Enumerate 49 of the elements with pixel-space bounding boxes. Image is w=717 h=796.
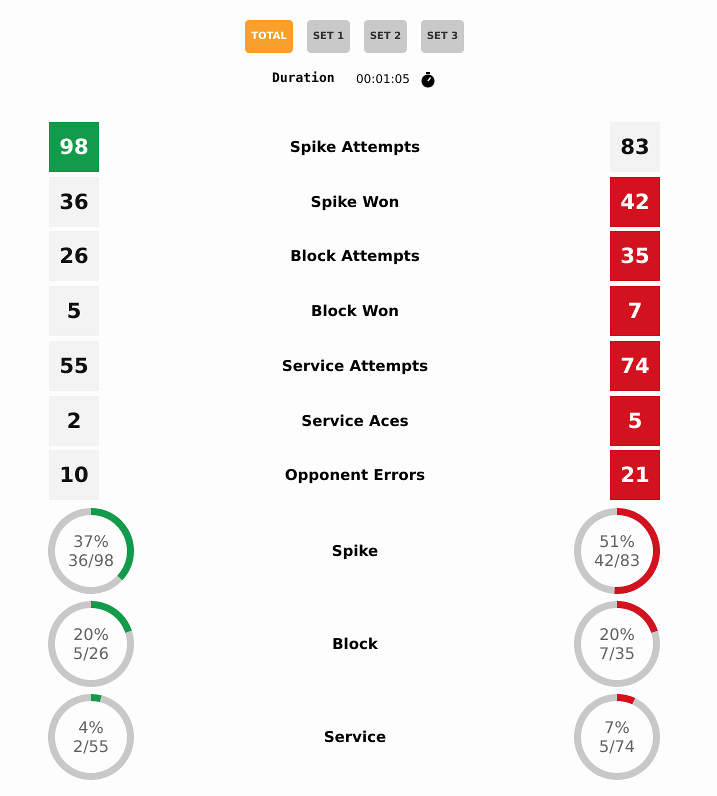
data-label: 5: [49, 286, 99, 336]
donut-slice: [91, 694, 102, 702]
text: 7%: [604, 718, 630, 737]
text: 20%: [599, 625, 635, 644]
donut-slice: [48, 508, 122, 594]
data-label: 2: [49, 396, 99, 446]
text: 42/83: [594, 551, 640, 570]
text: 37%: [73, 532, 109, 551]
text: 51%: [599, 532, 635, 551]
category-label: Spike Won: [310, 192, 400, 213]
donut-slice: [574, 694, 660, 780]
text: TOTAL: [245, 20, 293, 53]
data-label: 21: [610, 450, 660, 500]
data-label: 74: [610, 340, 660, 391]
text: 2/55: [73, 737, 109, 756]
category-label: Block Won: [310, 301, 400, 322]
category-label: Spike Attempts: [288, 137, 422, 158]
category-label: Block Attempts: [289, 246, 421, 268]
text: 20%: [73, 625, 109, 644]
text: 7/35: [599, 644, 635, 663]
donut-slice: [48, 601, 134, 687]
data-label: 55: [49, 340, 99, 391]
text: Service: [322, 727, 388, 748]
donut-slice: [574, 601, 660, 687]
text: 4%: [78, 718, 104, 737]
text: Block: [331, 634, 379, 655]
data-label: 26: [49, 231, 99, 282]
text: 5/74: [599, 737, 635, 756]
text: Spike: [330, 541, 380, 562]
text: 5/26: [73, 644, 109, 663]
data-label: 10: [49, 450, 99, 500]
text: SET 1: [307, 20, 350, 53]
data-label: 83: [610, 122, 660, 172]
data-label: 42: [610, 176, 660, 227]
text: 36/98: [68, 551, 114, 570]
category-label: Service Aces: [300, 410, 410, 432]
text: SET 3: [421, 20, 464, 53]
donut-slice: [48, 694, 134, 780]
donut-slice: [617, 694, 636, 704]
data-label: 5: [610, 396, 660, 446]
text: SET 2: [364, 20, 407, 53]
text: Duration: [272, 71, 335, 86]
data-label: 98: [49, 122, 99, 172]
data-label: 35: [610, 231, 660, 282]
data-label: 7: [610, 286, 660, 336]
category-label: Opponent Errors: [284, 465, 426, 486]
category-label: Service Attempts: [280, 356, 430, 377]
data-label: 36: [49, 176, 99, 227]
text: 00:01:05: [356, 72, 410, 86]
